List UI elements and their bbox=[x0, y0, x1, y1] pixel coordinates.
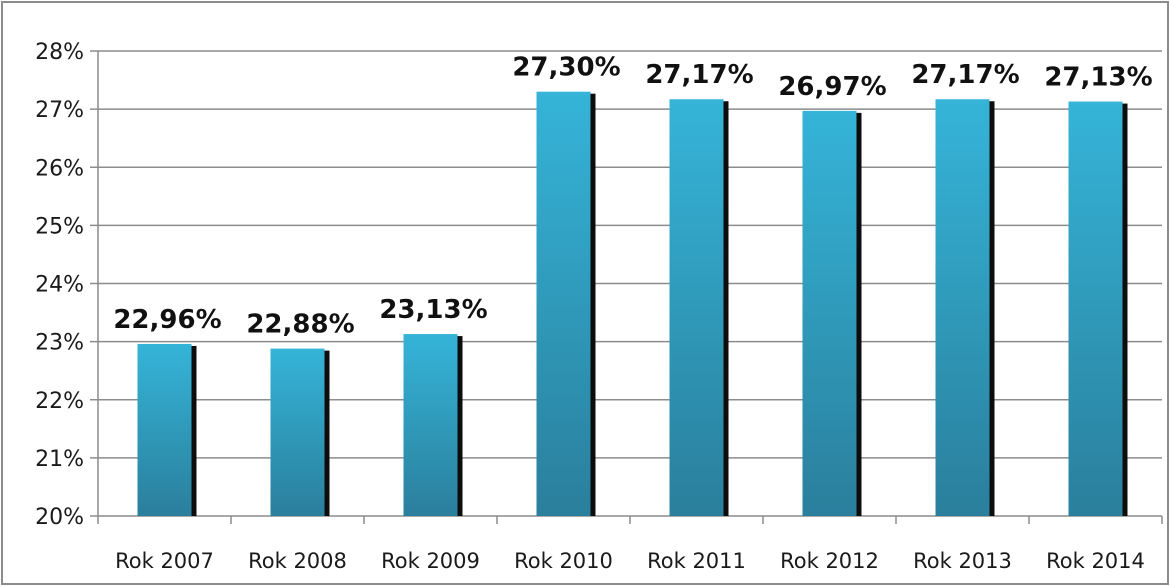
bar bbox=[536, 91, 591, 516]
x-tick-label: Rok 2007 bbox=[115, 549, 214, 573]
data-label: 27,30% bbox=[512, 53, 620, 83]
bar bbox=[1068, 101, 1123, 516]
y-tick-label: 20% bbox=[35, 505, 84, 530]
labels: 20% 21% 22% 23% 24% 25% 26% 27% 28% 22,96% Rok 200… bbox=[35, 40, 1153, 573]
y-tick-label: 23% bbox=[35, 331, 84, 356]
bars bbox=[137, 91, 1128, 517]
data-label: 22,96% bbox=[113, 305, 221, 335]
bar bbox=[802, 110, 857, 517]
bar bbox=[669, 99, 724, 517]
x-tick-label: Rok 2008 bbox=[248, 549, 347, 573]
x-tick-label: Rok 2009 bbox=[381, 549, 480, 573]
data-label: 27,17% bbox=[911, 60, 1019, 90]
bar bbox=[270, 348, 325, 516]
data-label: 26,97% bbox=[778, 72, 886, 102]
y-tick-label: 28% bbox=[35, 40, 84, 65]
y-tick-label: 27% bbox=[35, 98, 84, 123]
x-tick-label: Rok 2013 bbox=[913, 549, 1012, 573]
data-label: 22,88% bbox=[246, 310, 354, 340]
x-tick-label: Rok 2010 bbox=[514, 549, 613, 573]
data-label: 27,13% bbox=[1044, 63, 1152, 93]
y-tick-label: 24% bbox=[35, 273, 84, 298]
y-tick-label: 22% bbox=[35, 389, 84, 414]
y-tick-label: 25% bbox=[35, 214, 84, 239]
y-tick-label: 21% bbox=[35, 447, 84, 472]
data-label: 27,17% bbox=[645, 60, 753, 90]
x-tick-label: Rok 2012 bbox=[780, 549, 879, 573]
bar bbox=[403, 334, 458, 516]
x-tick-label: Rok 2011 bbox=[647, 549, 746, 573]
bar bbox=[137, 343, 192, 516]
data-label: 23,13% bbox=[379, 295, 487, 325]
bar bbox=[935, 99, 990, 517]
x-tick-label: Rok 2014 bbox=[1046, 549, 1145, 573]
y-tick-label: 26% bbox=[35, 156, 84, 181]
